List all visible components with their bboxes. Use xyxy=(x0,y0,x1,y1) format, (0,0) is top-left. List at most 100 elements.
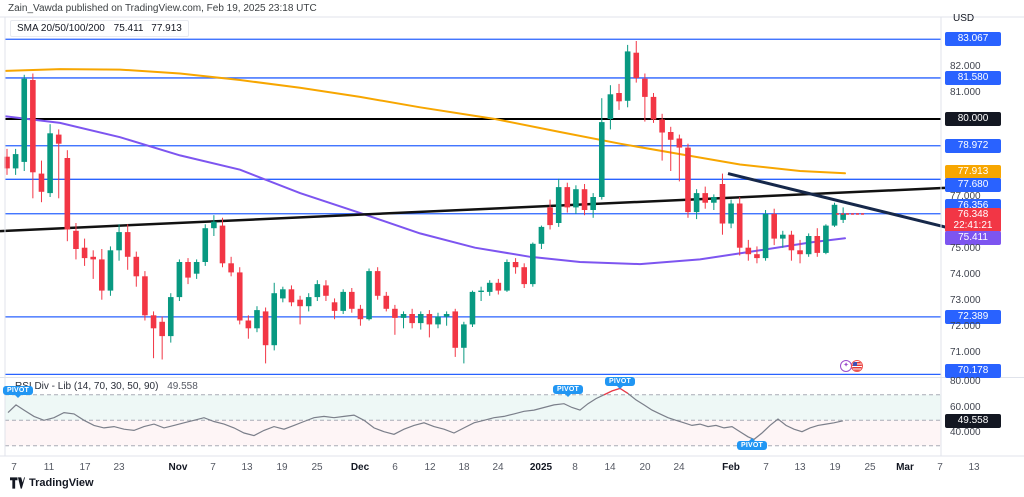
candle-body xyxy=(90,256,96,260)
time-tick-14[interactable]: 14 xyxy=(604,462,616,473)
time-tick-7[interactable]: 7 xyxy=(763,462,769,473)
time-tick-18[interactable]: 18 xyxy=(458,462,470,473)
candle-body xyxy=(366,271,372,320)
candle-body xyxy=(711,197,717,203)
time-tick-6[interactable]: 6 xyxy=(392,462,398,473)
candle-body xyxy=(581,189,588,210)
candle-body xyxy=(676,138,683,148)
candle-body xyxy=(590,197,596,210)
time-tick-23[interactable]: 23 xyxy=(113,462,125,473)
candle-body xyxy=(167,297,174,337)
price-axis-label: 73.000 xyxy=(950,295,981,306)
candle-body xyxy=(331,302,338,311)
time-tick-19[interactable]: 19 xyxy=(829,462,841,473)
candle-body xyxy=(280,289,286,299)
candle-body xyxy=(323,285,329,296)
price-badge-77.680: 77.680 xyxy=(945,178,1001,192)
tradingview-logo-icon xyxy=(10,477,25,489)
time-tick-20[interactable]: 20 xyxy=(639,462,651,473)
time-tick-25[interactable]: 25 xyxy=(864,462,876,473)
candle-body xyxy=(12,154,19,169)
ascending-trendline[interactable] xyxy=(0,186,946,233)
price-axis-label: 74.000 xyxy=(950,269,981,280)
rsi-pivot-label: PIVOT xyxy=(736,438,768,450)
rsi-pivot-label: PIVOT xyxy=(604,377,636,389)
rsi-line[interactable] xyxy=(7,387,844,441)
candle-body xyxy=(814,236,821,253)
candle-body xyxy=(142,276,148,316)
time-tick-19[interactable]: 19 xyxy=(276,462,288,473)
candle-body xyxy=(512,262,519,268)
price-badge-83.067: 83.067 xyxy=(945,32,1001,46)
time-tick-Dec[interactable]: Dec xyxy=(350,462,370,473)
time-tick-7[interactable]: 7 xyxy=(11,462,17,473)
candle-body xyxy=(443,314,450,317)
candle-body xyxy=(219,225,226,264)
time-tick-Mar[interactable]: Mar xyxy=(896,462,914,473)
candle-body xyxy=(840,213,846,220)
candle-body xyxy=(521,267,527,285)
time-tick-13[interactable]: 13 xyxy=(241,462,253,473)
flag-canton xyxy=(853,362,857,366)
sma-indicator-legend[interactable]: SMA 20/50/100/200 75.411 77.913 xyxy=(10,20,189,37)
time-tick-17[interactable]: 17 xyxy=(79,462,91,473)
sma-purple-value: 75.411 xyxy=(113,23,144,34)
candle-body xyxy=(573,189,579,208)
time-tick-12[interactable]: 12 xyxy=(424,462,436,473)
candle-body xyxy=(771,213,777,239)
time-tick-Nov[interactable]: Nov xyxy=(168,462,188,473)
price-axis-label: 71.000 xyxy=(950,347,981,358)
time-tick-25[interactable]: 25 xyxy=(311,462,323,473)
candle-body xyxy=(452,311,459,348)
price-badge-75.411: 75.411 xyxy=(945,231,1001,245)
us-economic-calendar-icon[interactable] xyxy=(851,360,863,372)
time-tick-7[interactable]: 7 xyxy=(210,462,216,473)
sma-200-line[interactable] xyxy=(5,68,846,175)
candle-body xyxy=(426,314,433,325)
time-tick-13[interactable]: 13 xyxy=(794,462,806,473)
candle-body xyxy=(202,228,209,262)
time-tick-24[interactable]: 24 xyxy=(492,462,504,473)
candle-body xyxy=(185,262,191,278)
candle-body xyxy=(340,291,346,311)
price-badge-77.913: 77.913 xyxy=(945,165,1001,179)
candle-body xyxy=(633,52,640,78)
price-axis[interactable]: USD 83.067 82.000 81.580 81.000 80.000 78.972… xyxy=(941,13,1024,477)
candle-body xyxy=(392,308,398,318)
time-tick-8[interactable]: 8 xyxy=(572,462,578,473)
time-tick-2025[interactable]: 2025 xyxy=(529,462,553,473)
tradingview-logo-text: TradingView xyxy=(29,477,94,489)
tradingview-logo[interactable]: TradingView xyxy=(10,477,94,489)
time-tick-13[interactable]: 13 xyxy=(968,462,980,473)
candle-body xyxy=(667,132,674,140)
price-axis-label: 81.000 xyxy=(950,87,981,98)
rsi-pivot-label: PIVOT xyxy=(552,385,584,397)
price-axis-label: 40.000 xyxy=(950,427,981,438)
time-tick-24[interactable]: 24 xyxy=(673,462,685,473)
rsi-overbought-zone xyxy=(5,394,941,421)
candle-body xyxy=(745,247,752,255)
candle-body xyxy=(762,213,769,259)
candle-body xyxy=(30,80,36,173)
candle-body xyxy=(193,262,200,274)
candle-body xyxy=(107,250,114,291)
time-tick-Feb[interactable]: Feb xyxy=(722,462,740,473)
candle-body xyxy=(383,295,390,309)
time-tick-7[interactable]: 7 xyxy=(937,462,943,473)
candle-body xyxy=(64,158,71,230)
sma-100-line[interactable] xyxy=(5,115,846,266)
candle-body xyxy=(288,289,295,303)
countdown: 22:41:21 xyxy=(953,220,993,231)
candle-body xyxy=(228,263,234,273)
candle-body xyxy=(314,284,321,298)
candle-body xyxy=(831,204,838,226)
candle-body xyxy=(607,94,614,119)
candle-body xyxy=(685,147,691,213)
descending-trendline[interactable] xyxy=(727,172,949,230)
candle-body xyxy=(55,134,62,144)
time-tick-11[interactable]: 11 xyxy=(43,462,55,473)
candle-body xyxy=(400,314,407,318)
rsi-indicator-legend[interactable]: RSI Div - Lib (14, 70, 30, 50, 90) 49.55… xyxy=(12,381,201,392)
